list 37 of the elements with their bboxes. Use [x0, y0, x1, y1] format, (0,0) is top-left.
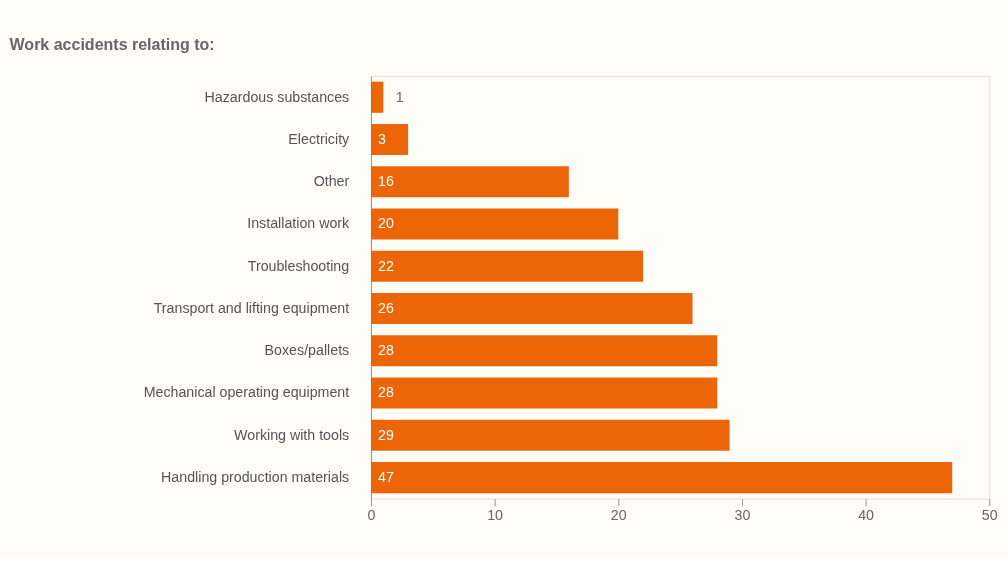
data-label: 28: [378, 342, 395, 359]
bar: [370, 250, 644, 282]
y-tick-label: Other: [313, 173, 350, 190]
y-tick-label: Installation work: [247, 215, 351, 232]
data-label: 3: [378, 130, 387, 147]
data-label: 1: [395, 88, 404, 105]
bar: [370, 292, 693, 325]
bar: [370, 81, 384, 113]
bar: [370, 419, 730, 451]
bar: [370, 377, 718, 409]
y-tick-label: Electricity: [288, 130, 351, 147]
bar: [370, 335, 718, 367]
x-tick-label: 20: [610, 506, 627, 523]
data-label: 29: [378, 426, 395, 443]
y-tick-label: Mechanical operating equipment: [143, 384, 350, 401]
bar: [370, 208, 619, 240]
y-tick-label: Working with tools: [234, 426, 350, 443]
x-tick-label: 30: [734, 506, 751, 523]
bar: [370, 123, 409, 156]
x-tick-label: 50: [981, 506, 998, 523]
data-label: 47: [378, 469, 395, 486]
data-label: 26: [378, 299, 395, 316]
data-label: 16: [378, 173, 395, 190]
y-tick-label: Troubleshooting: [247, 257, 350, 274]
y-tick-label: Boxes/pallets: [264, 342, 350, 359]
y-tick-label: Transport and lifting equipment: [153, 299, 350, 316]
data-label: 28: [378, 384, 395, 401]
text: Work accidents relating to:: [9, 36, 215, 54]
data-label: 20: [378, 215, 395, 232]
x-tick-label: 0: [367, 506, 376, 523]
x-tick-label: 40: [858, 506, 875, 523]
bar: [370, 462, 953, 494]
bar: [370, 166, 569, 198]
y-tick-label: Hazardous substances: [204, 88, 350, 105]
y-tick-label: Handling production materials: [161, 469, 350, 486]
x-tick-label: 10: [487, 506, 504, 523]
data-label: 22: [378, 257, 395, 274]
